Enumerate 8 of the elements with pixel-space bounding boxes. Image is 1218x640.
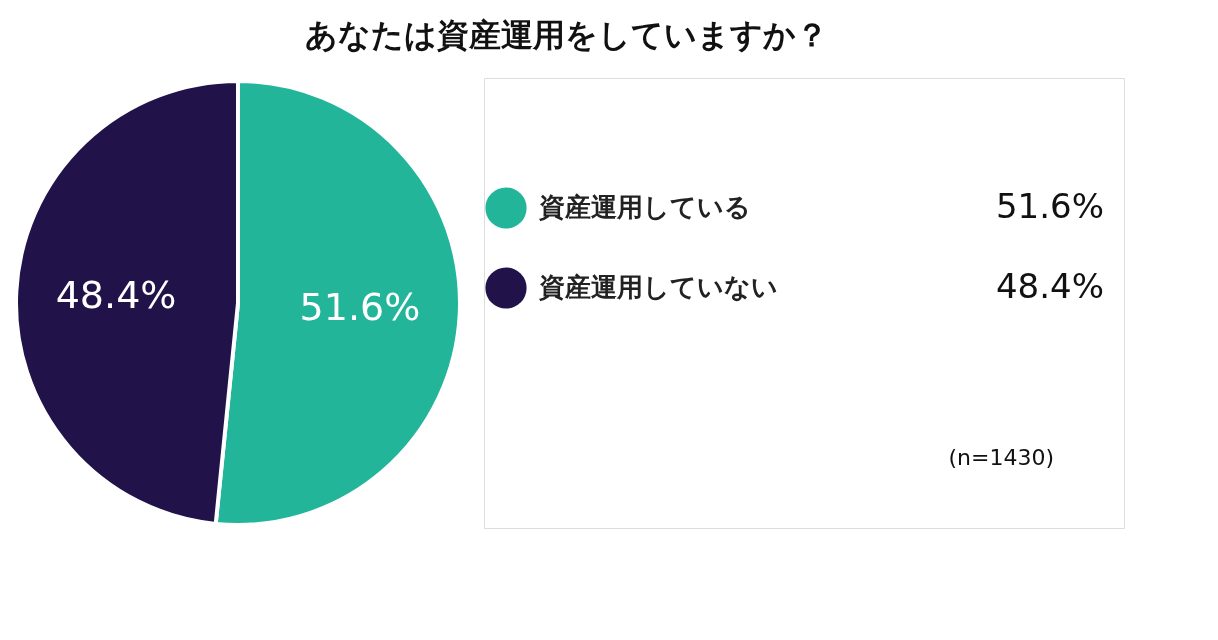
legend-label: 資産運用していない: [538, 272, 778, 302]
chart-title: あなたは資産運用をしていますか？: [304, 16, 828, 54]
legend-label: 資産運用している: [538, 192, 751, 222]
data-label: 48.4%: [55, 272, 177, 317]
text: 51.6%: [995, 186, 1104, 226]
data-label: 51.6%: [299, 285, 421, 330]
text: (n=1430): [948, 445, 1054, 470]
text: 48.4%: [995, 266, 1104, 306]
